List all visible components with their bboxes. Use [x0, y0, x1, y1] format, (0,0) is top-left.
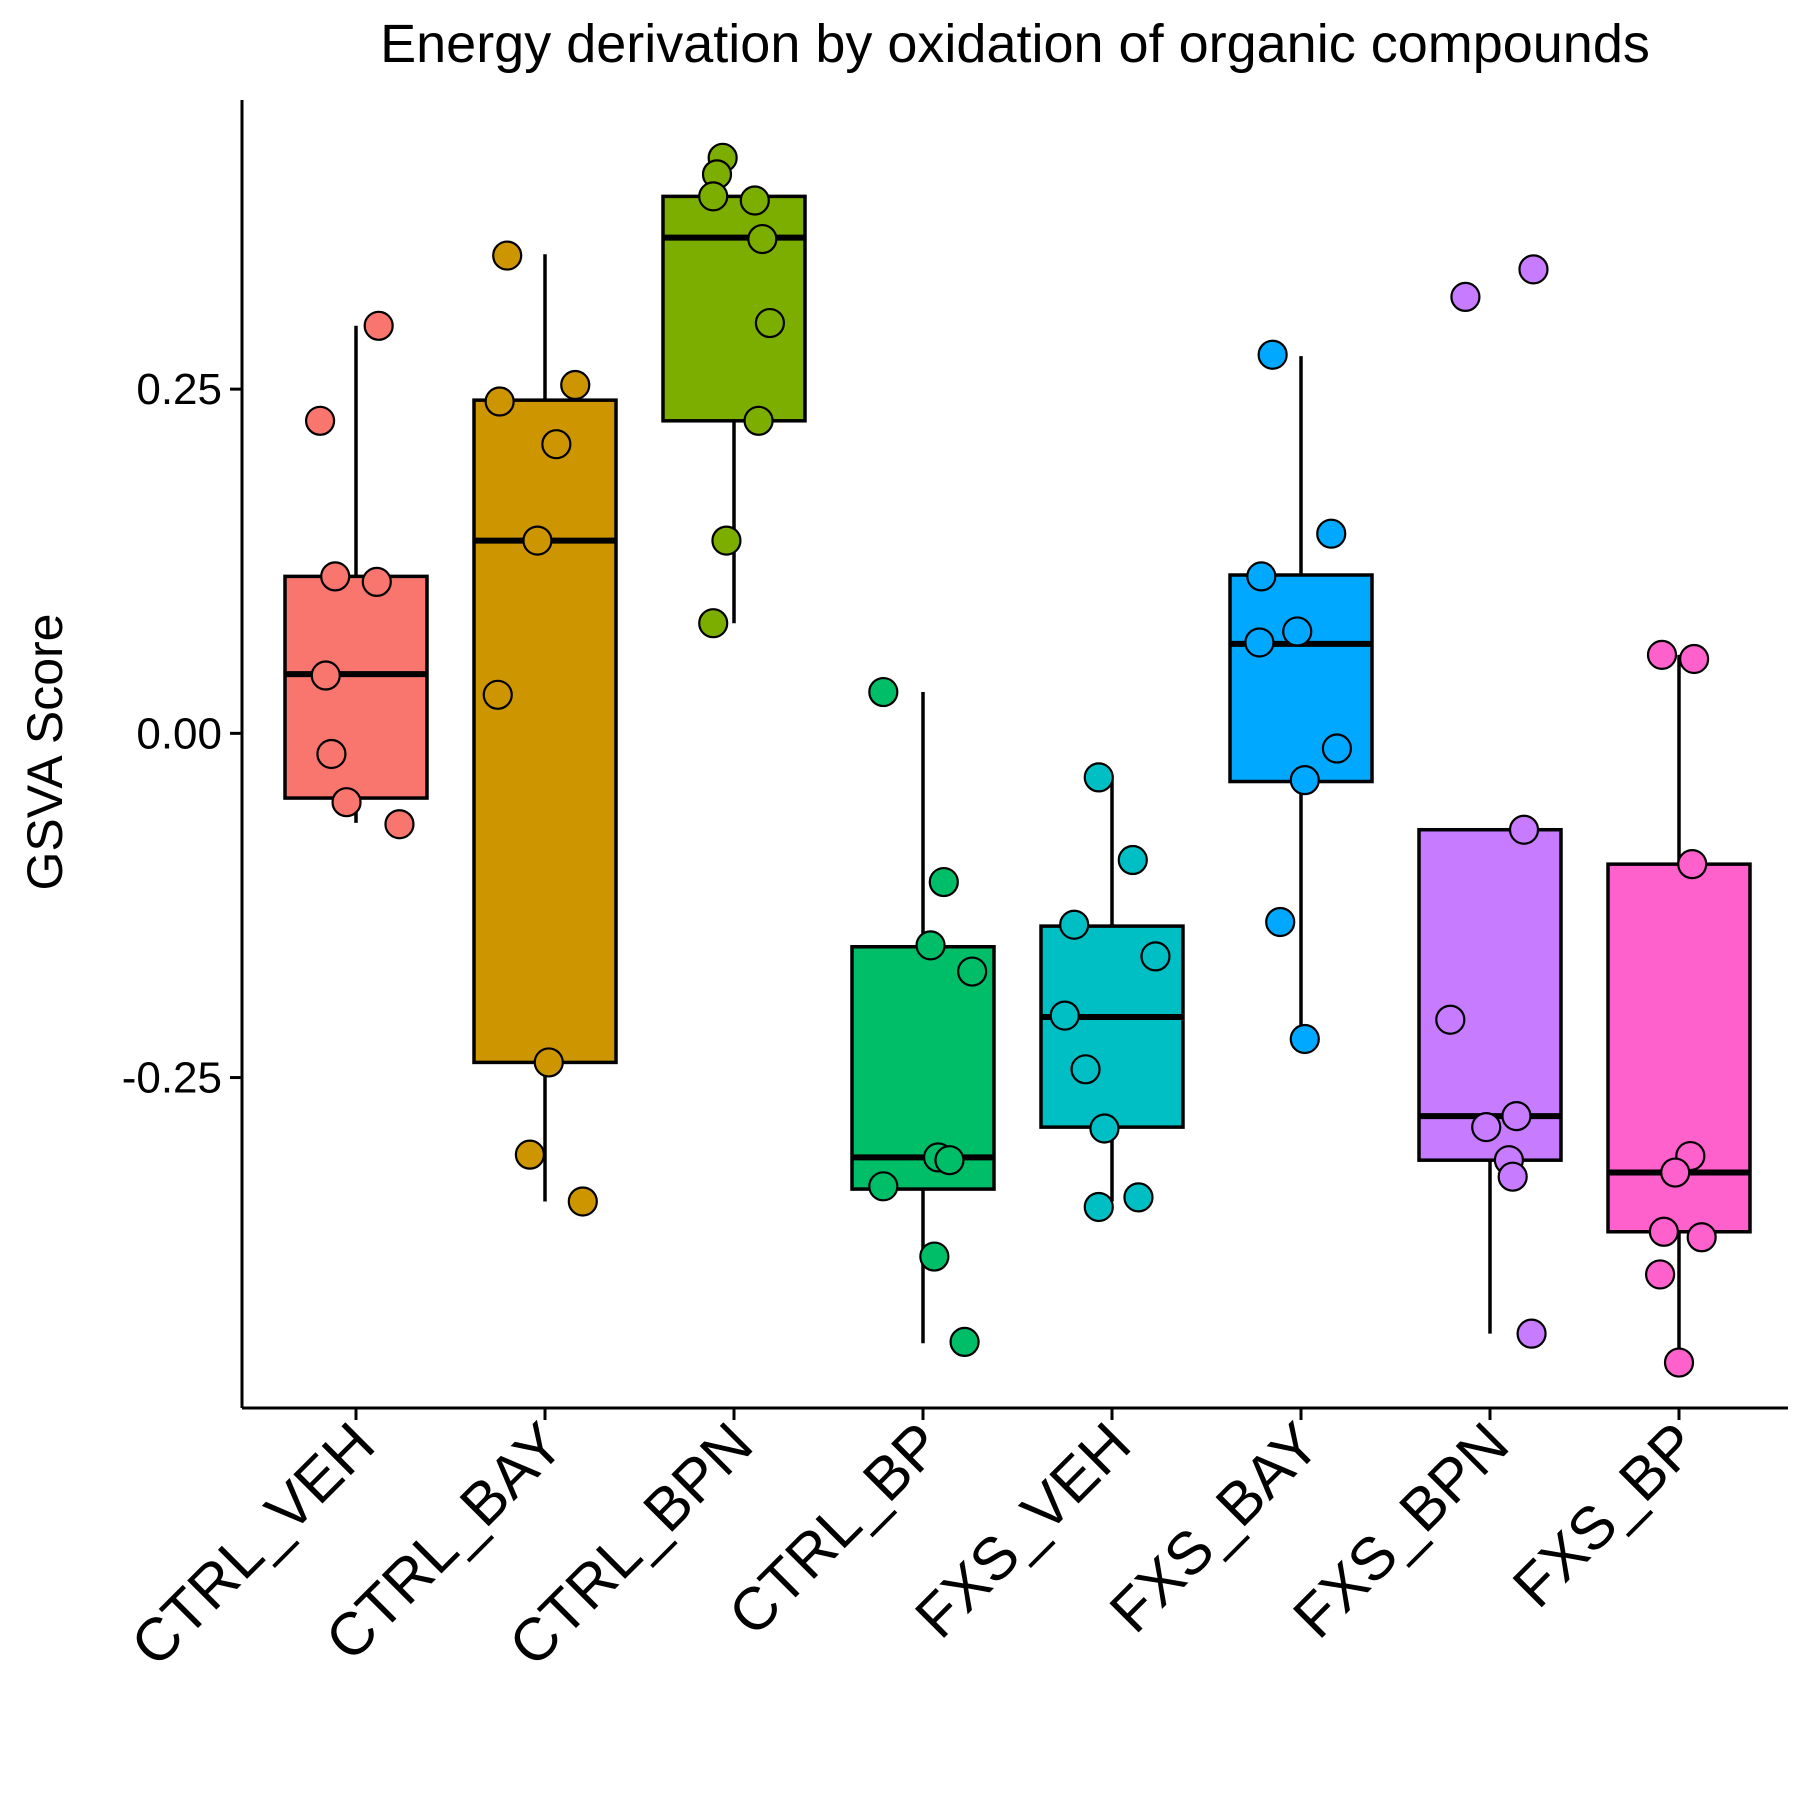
box: [1417, 827, 1563, 1162]
data-point: [1501, 1101, 1532, 1132]
data-point: [567, 1186, 598, 1217]
data-point: [743, 405, 774, 436]
data-point: [320, 561, 351, 592]
plot-area: -0.250.000.25CTRL_VEHCTRL_BAYCTRL_BPNCTR…: [118, 100, 1788, 1679]
data-point: [1083, 1191, 1114, 1223]
data-point: [698, 181, 729, 212]
data-point: [361, 566, 392, 597]
y-axis-label: GSVA Score: [17, 614, 73, 891]
box: [850, 945, 996, 1191]
data-point: [310, 660, 341, 691]
data-point: [1679, 643, 1710, 675]
data-point: [868, 676, 899, 708]
data-point: [1471, 1112, 1502, 1143]
data-point: [1648, 1216, 1679, 1247]
chart-title: Energy derivation by oxidation of organi…: [380, 14, 1650, 74]
data-point: [1316, 518, 1347, 549]
data-point: [928, 866, 959, 898]
data-point: [1117, 844, 1148, 876]
data-point: [1518, 254, 1549, 285]
y-tick-label: 0.00: [136, 709, 222, 758]
box: [661, 194, 807, 423]
data-point: [1677, 849, 1708, 880]
y-tick-label: -0.25: [122, 1054, 222, 1103]
data-point: [1083, 762, 1114, 793]
data-point: [1497, 1161, 1528, 1192]
data-point: [949, 1326, 980, 1358]
data-point: [868, 1171, 899, 1202]
data-point: [514, 1139, 545, 1170]
data-point: [384, 809, 415, 840]
data-point: [1049, 1000, 1080, 1031]
data-point: [1508, 814, 1540, 845]
data-point: [1686, 1222, 1717, 1253]
data-point: [957, 956, 988, 987]
y-tick-label: 0.25: [136, 365, 222, 414]
data-point: [1070, 1054, 1101, 1085]
data-point: [484, 386, 515, 417]
data-point: [1123, 1182, 1154, 1213]
data-point: [560, 369, 591, 401]
box: [472, 398, 618, 1065]
data-point: [331, 787, 362, 818]
data-point: [919, 1241, 950, 1272]
data-point: [1660, 1157, 1691, 1188]
data-point: [492, 240, 523, 271]
data-point: [363, 310, 394, 341]
data-point: [1644, 1259, 1676, 1290]
data-point: [1321, 733, 1353, 764]
data-point: [304, 405, 336, 436]
x-tick-label: FXS_BP: [1500, 1410, 1710, 1620]
data-point: [522, 525, 553, 556]
data-point: [1516, 1318, 1547, 1349]
data-point: [1435, 1004, 1466, 1035]
data-point: [747, 223, 778, 255]
data-point: [934, 1145, 965, 1176]
data-point: [1663, 1347, 1695, 1378]
data-point: [1246, 561, 1277, 592]
data-point: [915, 930, 946, 961]
data-point: [1289, 1023, 1320, 1055]
data-point: [754, 307, 786, 339]
data-point: [1257, 339, 1288, 370]
data-point: [1282, 616, 1313, 647]
data-point: [1450, 281, 1481, 312]
data-point: [482, 679, 513, 710]
data-point: [1244, 627, 1275, 658]
data-point: [698, 608, 729, 639]
box: [283, 574, 429, 800]
data-point: [1059, 909, 1090, 940]
data-point: [739, 185, 770, 216]
data-point: [1289, 765, 1320, 796]
data-point: [711, 525, 742, 556]
data-point: [541, 429, 572, 460]
data-point: [316, 738, 347, 770]
data-point: [1265, 906, 1296, 938]
data-point: [1140, 941, 1171, 972]
data-point: [1646, 639, 1678, 670]
data-point: [1089, 1113, 1120, 1144]
data-point: [533, 1047, 564, 1078]
